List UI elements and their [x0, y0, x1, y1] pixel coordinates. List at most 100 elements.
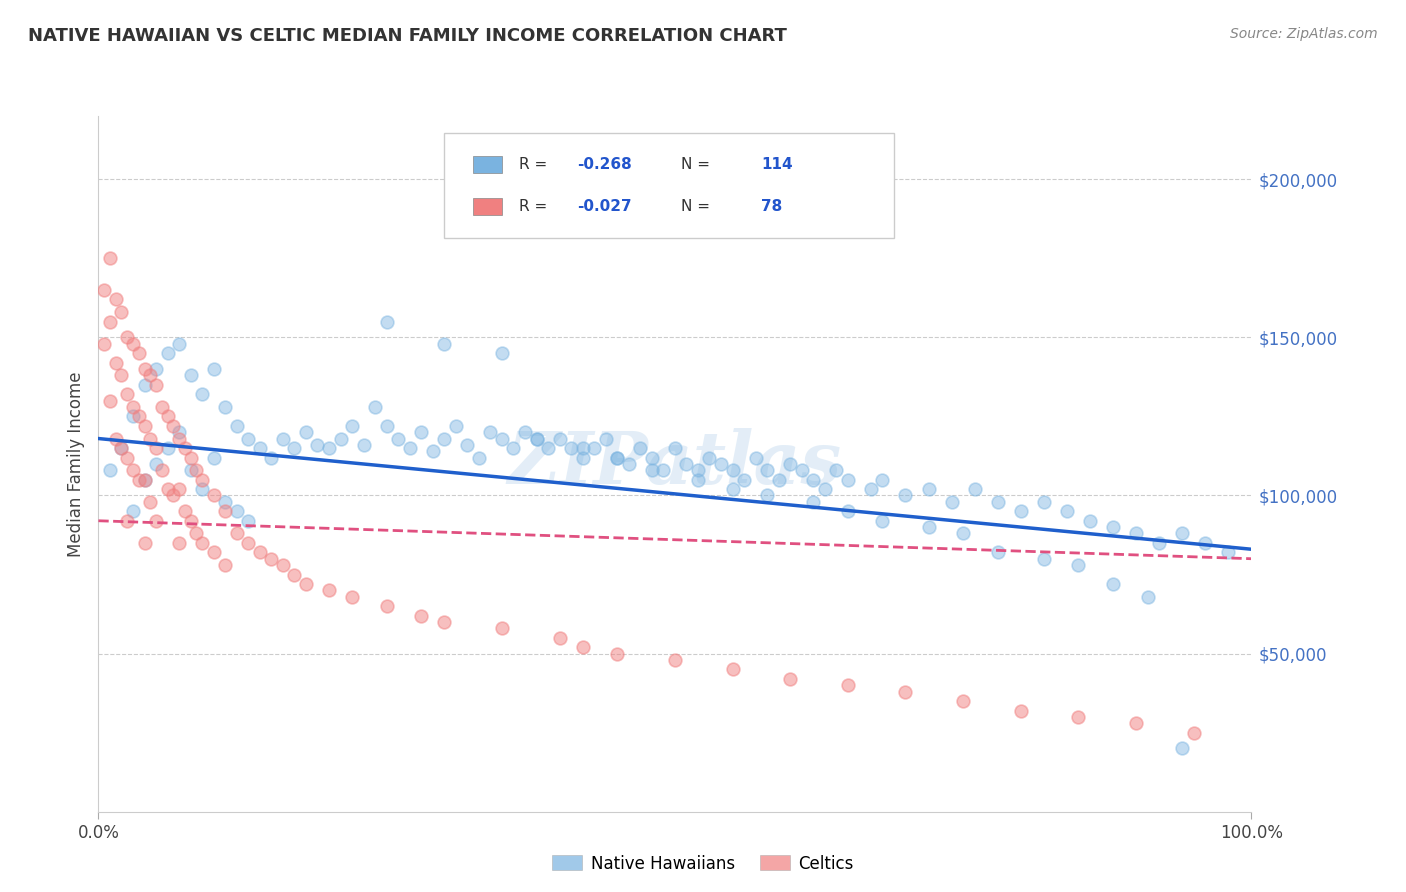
Text: 114: 114	[762, 157, 793, 172]
Point	[329, 432, 352, 446]
Point	[167, 336, 190, 351]
Point	[202, 450, 225, 465]
Point	[1194, 536, 1216, 550]
Point	[686, 473, 709, 487]
Point	[156, 346, 179, 360]
Point	[104, 293, 127, 307]
Point	[202, 488, 225, 502]
Point	[641, 463, 664, 477]
Text: -0.027: -0.027	[576, 199, 631, 214]
Point	[93, 283, 115, 297]
Point	[191, 482, 214, 496]
Point	[186, 463, 208, 477]
Point	[145, 377, 167, 392]
Point	[987, 545, 1010, 559]
Point	[167, 482, 190, 496]
Point	[1056, 504, 1078, 518]
Point	[801, 473, 824, 487]
Point	[987, 495, 1010, 509]
Point	[156, 409, 179, 424]
Point	[295, 577, 318, 591]
Point	[128, 346, 150, 360]
Text: R =: R =	[519, 157, 553, 172]
Point	[202, 362, 225, 376]
Point	[283, 567, 305, 582]
Point	[721, 662, 744, 676]
Point	[1218, 545, 1240, 559]
Point	[271, 558, 294, 572]
Text: ZIPatlas: ZIPatlas	[508, 428, 842, 500]
Point	[307, 438, 329, 452]
Text: 78: 78	[762, 199, 783, 214]
Point	[156, 482, 179, 496]
Point	[571, 640, 593, 655]
Point	[444, 418, 467, 433]
Point	[110, 441, 132, 455]
Point	[180, 450, 202, 465]
Point	[1102, 520, 1125, 534]
Point	[249, 545, 271, 559]
Point	[150, 463, 173, 477]
Point	[340, 590, 363, 604]
Point	[214, 400, 236, 414]
Point	[744, 450, 766, 465]
Point	[139, 495, 162, 509]
Point	[260, 450, 283, 465]
Point	[1171, 526, 1194, 541]
Point	[571, 450, 593, 465]
Point	[122, 409, 145, 424]
Point	[814, 482, 837, 496]
Point	[145, 362, 167, 376]
Point	[117, 450, 139, 465]
FancyBboxPatch shape	[444, 134, 894, 238]
Point	[122, 336, 145, 351]
Point	[837, 504, 859, 518]
Point	[98, 393, 121, 408]
Point	[710, 457, 733, 471]
Point	[526, 432, 548, 446]
Point	[628, 441, 651, 455]
Point	[353, 438, 375, 452]
Point	[606, 647, 628, 661]
Point	[560, 441, 582, 455]
Bar	[472, 198, 502, 215]
Point	[779, 672, 801, 686]
Point	[617, 457, 640, 471]
Point	[117, 330, 139, 344]
Point	[468, 450, 491, 465]
Point	[583, 441, 606, 455]
Point	[1125, 716, 1147, 731]
Text: -0.268: -0.268	[576, 157, 631, 172]
Point	[214, 504, 236, 518]
Point	[548, 631, 571, 645]
Point	[238, 536, 260, 550]
Point	[295, 425, 318, 440]
Point	[952, 694, 974, 708]
Point	[139, 368, 162, 383]
Point	[191, 387, 214, 401]
Point	[180, 463, 202, 477]
Point	[238, 514, 260, 528]
Point	[225, 504, 247, 518]
Point	[537, 441, 560, 455]
Point	[894, 488, 917, 502]
Point	[1010, 504, 1032, 518]
Text: N =: N =	[681, 157, 714, 172]
Point	[686, 463, 709, 477]
Point	[952, 526, 974, 541]
Point	[134, 377, 156, 392]
Point	[1136, 590, 1159, 604]
Point	[128, 473, 150, 487]
Point	[456, 438, 478, 452]
Point	[433, 615, 456, 629]
Point	[491, 621, 513, 635]
Point	[411, 425, 433, 440]
Point	[1032, 551, 1054, 566]
Point	[167, 432, 190, 446]
Point	[1147, 536, 1170, 550]
Point	[191, 536, 214, 550]
Point	[1182, 725, 1205, 739]
Point	[595, 432, 617, 446]
Point	[422, 444, 444, 458]
Point	[117, 514, 139, 528]
